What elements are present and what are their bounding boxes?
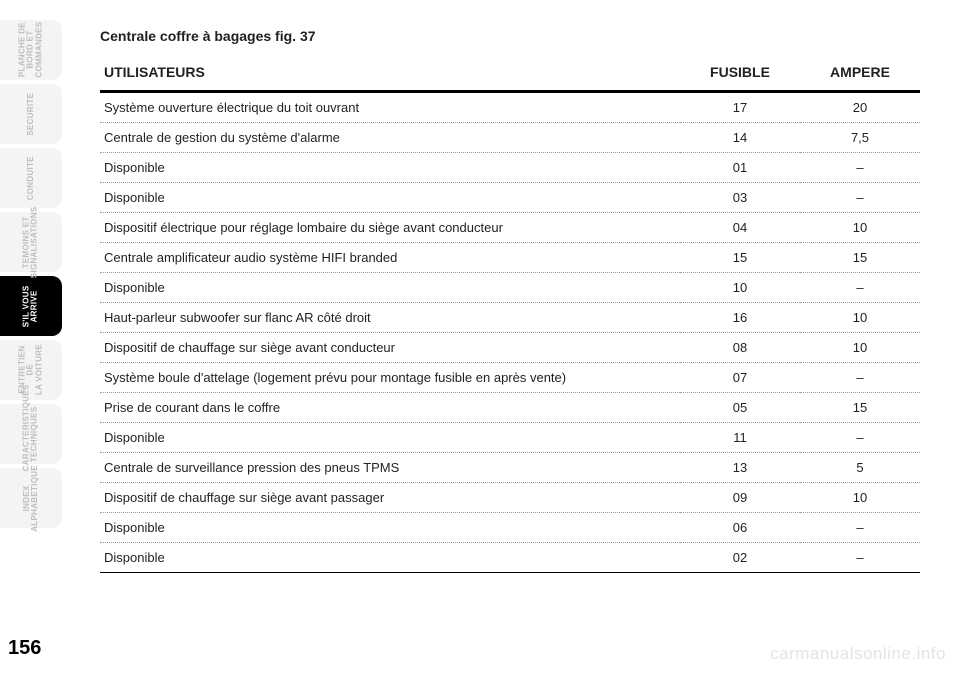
cell-amp: – — [800, 423, 920, 453]
tab-label: TEMOINS ETSIGNALISATIONS — [23, 206, 40, 278]
cell-user: Disponible — [100, 183, 680, 213]
cell-fuse: 11 — [680, 423, 800, 453]
page-title: Centrale coffre à bagages fig. 37 — [100, 28, 920, 44]
cell-fuse: 01 — [680, 153, 800, 183]
fuse-table: UTILISATEURS FUSIBLE AMPERE Système ouve… — [100, 58, 920, 573]
tab-label: CARACTERISTIQUESTECHNIQUES — [23, 397, 40, 471]
cell-user: Disponible — [100, 513, 680, 543]
tab-conduite[interactable]: CONDUITE — [0, 148, 62, 208]
cell-fuse: 14 — [680, 123, 800, 153]
cell-amp: 7,5 — [800, 123, 920, 153]
cell-user: Disponible — [100, 423, 680, 453]
tab-label: CONDUITE — [27, 147, 35, 209]
table-row: Dispositif de chauffage sur siège avant … — [100, 483, 920, 513]
cell-user: Système boule d'attelage (logement prévu… — [100, 363, 680, 393]
cell-user: Dispositif de chauffage sur siège avant … — [100, 333, 680, 363]
cell-fuse: 15 — [680, 243, 800, 273]
watermark: carmanualsonline.info — [770, 644, 946, 664]
table-row: Disponible06– — [100, 513, 920, 543]
cell-amp: 10 — [800, 303, 920, 333]
cell-fuse: 03 — [680, 183, 800, 213]
table-row: Disponible02– — [100, 543, 920, 573]
table-row: Centrale de gestion du système d'alarme1… — [100, 123, 920, 153]
cell-user: Dispositif de chauffage sur siège avant … — [100, 483, 680, 513]
cell-amp: 5 — [800, 453, 920, 483]
cell-user: Haut-parleur subwoofer sur flanc AR côté… — [100, 303, 680, 333]
table-row: Disponible03– — [100, 183, 920, 213]
table-row: Système ouverture électrique du toit ouv… — [100, 92, 920, 123]
tab-temoins[interactable]: TEMOINS ETSIGNALISATIONS — [0, 212, 62, 272]
cell-fuse: 04 — [680, 213, 800, 243]
tab-sil-vous-arrive[interactable]: S'IL VOUSARRIVE — [0, 276, 62, 336]
col-header-fuse: FUSIBLE — [680, 58, 800, 92]
page-number: 156 — [8, 637, 41, 660]
cell-amp: 20 — [800, 92, 920, 123]
cell-fuse: 05 — [680, 393, 800, 423]
table-row: Disponible10– — [100, 273, 920, 303]
tab-caracteristiques[interactable]: CARACTERISTIQUESTECHNIQUES — [0, 404, 62, 464]
fuse-table-body: Système ouverture électrique du toit ouv… — [100, 92, 920, 573]
table-row: Système boule d'attelage (logement prévu… — [100, 363, 920, 393]
tab-label: INDEXALPHABETIQUE — [23, 465, 40, 532]
cell-user: Disponible — [100, 153, 680, 183]
table-row: Disponible01– — [100, 153, 920, 183]
cell-fuse: 16 — [680, 303, 800, 333]
tab-securite[interactable]: SECURITE — [0, 84, 62, 144]
cell-fuse: 10 — [680, 273, 800, 303]
content-area: Centrale coffre à bagages fig. 37 UTILIS… — [100, 28, 920, 573]
cell-user: Prise de courant dans le coffre — [100, 393, 680, 423]
cell-user: Centrale amplificateur audio système HIF… — [100, 243, 680, 273]
table-row: Disponible11– — [100, 423, 920, 453]
cell-fuse: 13 — [680, 453, 800, 483]
cell-user: Centrale de gestion du système d'alarme — [100, 123, 680, 153]
cell-amp: – — [800, 273, 920, 303]
tab-index[interactable]: INDEXALPHABETIQUE — [0, 468, 62, 528]
cell-amp: – — [800, 363, 920, 393]
tab-planche[interactable]: PLANCHE DEBORD ETCOMMANDES — [0, 20, 62, 80]
table-row: Centrale de surveillance pression des pn… — [100, 453, 920, 483]
tab-label: PLANCHE DEBORD ETCOMMANDES — [18, 19, 43, 81]
cell-amp: 10 — [800, 483, 920, 513]
cell-fuse: 07 — [680, 363, 800, 393]
cell-amp: – — [800, 153, 920, 183]
tab-entretien[interactable]: ENTRETIEN DELA VOITURE — [0, 340, 62, 400]
cell-amp: – — [800, 513, 920, 543]
cell-user: Système ouverture électrique du toit ouv… — [100, 92, 680, 123]
cell-user: Disponible — [100, 543, 680, 573]
cell-fuse: 02 — [680, 543, 800, 573]
cell-amp: – — [800, 183, 920, 213]
side-nav: PLANCHE DEBORD ETCOMMANDES SECURITE COND… — [0, 0, 62, 678]
tab-label: SECURITE — [27, 83, 35, 145]
cell-fuse: 08 — [680, 333, 800, 363]
table-row: Dispositif de chauffage sur siège avant … — [100, 333, 920, 363]
col-header-user: UTILISATEURS — [100, 58, 680, 92]
tab-label: S'IL VOUSARRIVE — [23, 275, 40, 337]
col-header-amp: AMPERE — [800, 58, 920, 92]
cell-fuse: 17 — [680, 92, 800, 123]
table-row: Prise de courant dans le coffre0515 — [100, 393, 920, 423]
cell-user: Dispositif électrique pour réglage lomba… — [100, 213, 680, 243]
cell-fuse: 06 — [680, 513, 800, 543]
cell-amp: 10 — [800, 213, 920, 243]
table-row: Dispositif électrique pour réglage lomba… — [100, 213, 920, 243]
table-row: Haut-parleur subwoofer sur flanc AR côté… — [100, 303, 920, 333]
cell-amp: – — [800, 543, 920, 573]
cell-fuse: 09 — [680, 483, 800, 513]
cell-amp: 15 — [800, 243, 920, 273]
cell-amp: 10 — [800, 333, 920, 363]
table-row: Centrale amplificateur audio système HIF… — [100, 243, 920, 273]
cell-user: Centrale de surveillance pression des pn… — [100, 453, 680, 483]
cell-user: Disponible — [100, 273, 680, 303]
cell-amp: 15 — [800, 393, 920, 423]
